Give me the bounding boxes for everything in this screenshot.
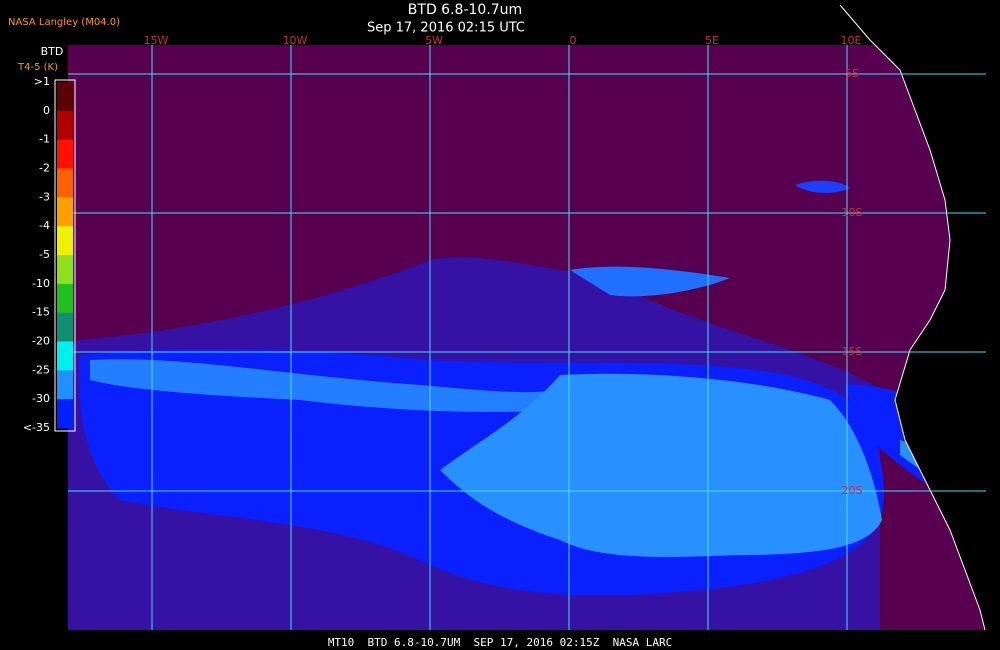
map-image (68, 0, 1000, 631)
longitude-label: 0 (570, 34, 577, 47)
colorbar-swatch (57, 226, 73, 256)
subtitle: Sep 17, 2016 02:15 UTC (367, 21, 525, 36)
legend-subtitle: T4-5 (K) (17, 62, 58, 73)
latitude-label: 5S (845, 67, 859, 80)
colorbar-swatch (57, 283, 73, 314)
colorbar-swatch (57, 139, 73, 169)
graticule (68, 45, 986, 630)
credit: NASA Langley (M04.0) (8, 17, 120, 28)
latitude-label: 10S (842, 206, 863, 219)
colorbar-label: -10 (32, 277, 50, 290)
colorbar-swatch (57, 82, 73, 112)
colorbar-label: >1 (34, 75, 50, 88)
colorbar-label: -25 (32, 363, 50, 376)
colorbar-swatch (57, 197, 73, 227)
land (838, 0, 1000, 630)
colorbar-swatch (57, 312, 73, 342)
colorbar-swatch (57, 341, 73, 371)
colorbar-label: -4 (39, 219, 50, 232)
colorbar-frame (54, 79, 76, 432)
colorbar-swatch (57, 399, 73, 429)
colorbar: >1 0 -1 -2 -3 -4 -5 -10 -15 -20 -25 -30 <-35 (23, 75, 76, 434)
title: BTD 6.8-10.7um (408, 2, 522, 18)
colorbar-label: <-35 (23, 421, 50, 434)
colorbar-swatch (57, 110, 73, 141)
colorbar-swatch (57, 370, 73, 400)
longitude-label: 15W (144, 34, 169, 47)
coastline (839, 4, 986, 631)
colorbar-label: -30 (32, 392, 50, 405)
cloud-patch (570, 266, 730, 297)
colorbar-label: -20 (32, 335, 50, 348)
longitude-label: 5W (425, 34, 443, 47)
map-labels: 15W 10W 5W 0 5E 10E 5S 10S 15S 20S (144, 34, 863, 497)
latitude-label: 20S (842, 484, 863, 497)
colorbar-label: -3 (39, 190, 50, 203)
colorbar-swatch (57, 255, 73, 285)
colorbar-label: 0 (43, 104, 50, 117)
footer: MT10 BTD 6.8-10.7UM SEP 17, 2016 02:15Z … (328, 636, 672, 649)
longitude-label: 10E (841, 34, 862, 47)
colorbar-label: -5 (39, 248, 50, 261)
latitude-label: 15S (842, 345, 863, 358)
cloud-patch (795, 180, 850, 193)
cloud-light (440, 373, 882, 557)
legend-title: BTD (41, 45, 64, 58)
colorbar-label: -1 (39, 133, 50, 146)
colorbar-label: -15 (32, 306, 50, 319)
longitude-label: 5E (705, 34, 719, 47)
cloud-band (90, 359, 560, 412)
colorbar-label: -2 (39, 162, 50, 175)
longitude-label: 10W (283, 34, 308, 47)
colorbar-swatch (57, 168, 73, 198)
